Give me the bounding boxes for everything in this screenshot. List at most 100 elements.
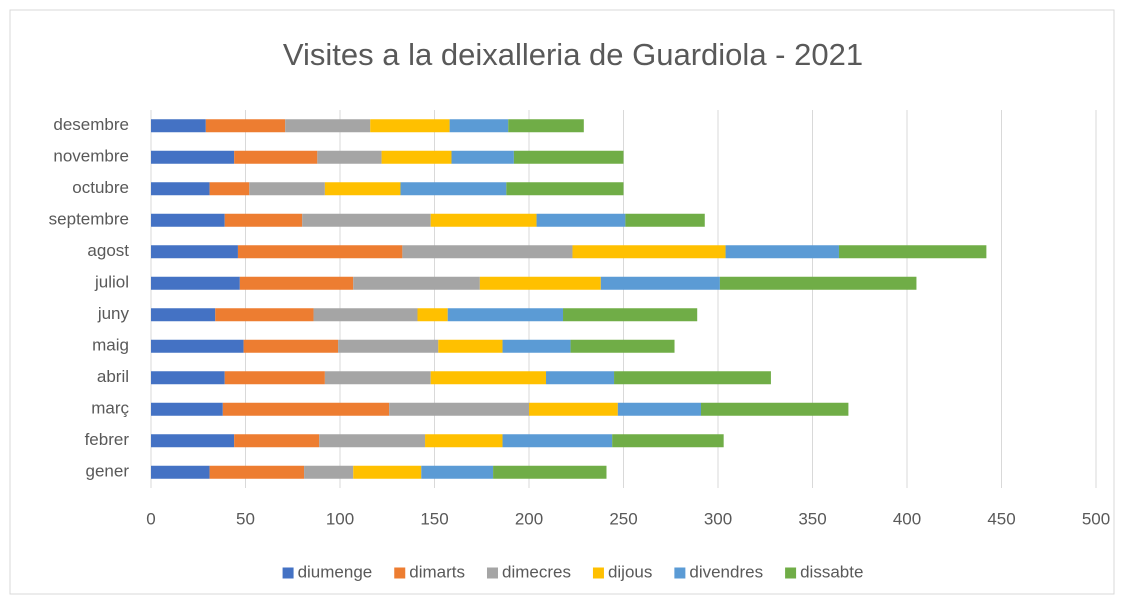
legend-label: diumenge [298, 562, 373, 581]
y-tick-label: octubre [72, 178, 129, 197]
bar-segment [243, 339, 339, 353]
y-tick-label: juny [97, 304, 130, 323]
bar-segment [430, 371, 547, 385]
bar-segment [417, 308, 448, 322]
y-tick-label: septembre [49, 210, 129, 229]
bar-segment [600, 276, 720, 290]
bar-segment [513, 150, 624, 164]
y-tick-label: febrer [85, 430, 130, 449]
bar-segment [151, 213, 225, 227]
bar-segment [421, 465, 494, 479]
bar-segment [324, 371, 431, 385]
bar-segment [302, 213, 431, 227]
legend-swatch [394, 567, 406, 579]
y-tick-label: març [91, 399, 129, 418]
bar-segment [546, 371, 615, 385]
x-tick-label: 250 [609, 509, 637, 528]
x-tick-label: 350 [798, 509, 826, 528]
bar-segment [209, 465, 305, 479]
bar-segment [370, 119, 450, 133]
y-tick-label: gener [86, 462, 130, 481]
bar-segment [700, 402, 849, 416]
bar-segment [151, 434, 235, 448]
legend-swatch [674, 567, 686, 579]
bar-segment [151, 465, 210, 479]
bar-segment [249, 182, 325, 196]
bar-segment [234, 150, 318, 164]
bar-segment [209, 182, 250, 196]
bar-segment [479, 276, 601, 290]
bar-segment [239, 276, 354, 290]
bar-segment [529, 402, 618, 416]
bar-segment [224, 213, 303, 227]
bar-segment [224, 371, 325, 385]
x-tick-label: 450 [987, 509, 1015, 528]
legend-swatch [486, 567, 498, 579]
bar-segment [151, 371, 225, 385]
bar-segment [151, 308, 216, 322]
bar-segment [451, 150, 514, 164]
bar-segment [151, 339, 244, 353]
bar-segment [381, 150, 452, 164]
bar-segment [353, 276, 480, 290]
legend-label: divendres [689, 562, 763, 581]
bar-segment [506, 182, 624, 196]
bar-segment [151, 402, 223, 416]
chart-title: Visites a la deixalleria de Guardiola - … [283, 37, 863, 72]
bar-segment [570, 339, 675, 353]
x-tick-label: 50 [236, 509, 255, 528]
bar-segment [215, 308, 314, 322]
legend-swatch [282, 567, 294, 579]
y-tick-label: agost [87, 241, 129, 260]
bar-segment [389, 402, 529, 416]
x-tick-label: 100 [326, 509, 354, 528]
bar-segment [617, 402, 701, 416]
legend-swatch [592, 567, 604, 579]
bar-segment [536, 213, 626, 227]
x-tick-label: 400 [893, 509, 921, 528]
bar-segment [449, 119, 509, 133]
bar-segment [612, 434, 724, 448]
y-tick-label: maig [92, 336, 129, 355]
y-tick-label: abril [97, 367, 129, 386]
bar-segment [151, 245, 238, 259]
bar-segment [508, 119, 584, 133]
bar-segment [430, 213, 537, 227]
x-tick-label: 150 [420, 509, 448, 528]
bar-segment [447, 308, 564, 322]
legend-label: dijous [608, 562, 652, 581]
bar-segment [313, 308, 418, 322]
bar-segment [502, 434, 613, 448]
x-tick-label: 500 [1082, 509, 1110, 528]
x-tick-label: 0 [146, 509, 155, 528]
x-tick-label: 300 [704, 509, 732, 528]
bar-segment [234, 434, 320, 448]
bar-segment [338, 339, 439, 353]
bar-segment [625, 213, 705, 227]
bar-segment [304, 465, 354, 479]
bar-segment [285, 119, 371, 133]
x-tick-label: 200 [515, 509, 543, 528]
bar-segment [151, 119, 206, 133]
legend-label: dimecres [502, 562, 571, 581]
bar-segment [151, 182, 210, 196]
bar-segment [400, 182, 507, 196]
legend-label: dimarts [409, 562, 465, 581]
bar-segment [838, 245, 987, 259]
bar-segment [493, 465, 607, 479]
bar-segment [502, 339, 571, 353]
bar-segment [402, 245, 573, 259]
y-tick-label: novembre [53, 147, 129, 166]
bar-segment [317, 150, 382, 164]
bar-segment [572, 245, 726, 259]
bar-segment [353, 465, 422, 479]
legend-label: dissabte [800, 562, 863, 581]
bar-segment [151, 276, 240, 290]
bar-segment [237, 245, 403, 259]
bar-segment [222, 402, 390, 416]
y-tick-label: desembre [53, 115, 129, 134]
chart-frame [9, 9, 1115, 595]
bar-segment [719, 276, 917, 290]
bar-segment [614, 371, 771, 385]
y-tick-label: juliol [94, 273, 129, 292]
